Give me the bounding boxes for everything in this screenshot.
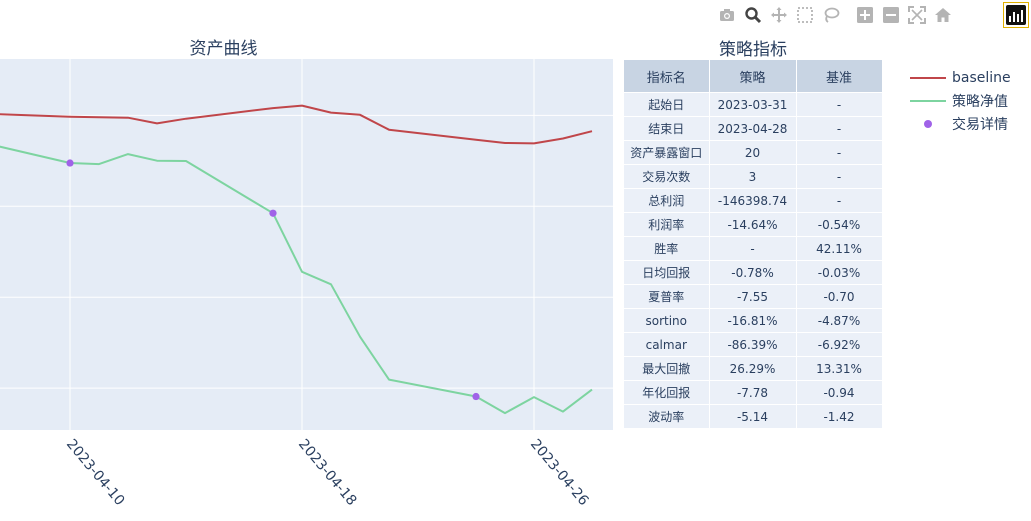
table-row: 结束日 2023-04-28- xyxy=(624,116,883,141)
reset-axes-icon[interactable] xyxy=(932,4,954,26)
metric-name-cell: 结束日 xyxy=(624,116,710,141)
benchmark-value-cell: 42.11% xyxy=(796,236,883,261)
legend-item-baseline[interactable]: baseline xyxy=(906,66,1011,89)
strategy-line xyxy=(0,145,593,415)
strategy-value-cell: 20 xyxy=(709,140,797,165)
table-row: 利润率 -14.64% -0.54% xyxy=(624,212,883,237)
benchmark-value-cell: -6.92% xyxy=(796,332,883,357)
metric-name-cell: sortino xyxy=(624,308,710,333)
metric-name-cell: 胜率 xyxy=(624,236,710,261)
benchmark-value-cell: -0.70 xyxy=(796,284,883,309)
table-row: 起始日 2023-03-31- xyxy=(624,92,883,117)
table-row: 胜率 -42.11% xyxy=(624,236,883,261)
legend-swatch-strategy xyxy=(906,94,946,108)
strategy-value-cell: 2023-03-31 xyxy=(709,92,797,117)
table-title: 策略指标 xyxy=(719,40,787,60)
metric-name-cell: 日均回报 xyxy=(624,260,710,285)
zoom-out-icon[interactable] xyxy=(880,4,902,26)
strategy-value-cell: 26.29% xyxy=(709,356,797,381)
strategy-value-cell: -146398.74 xyxy=(709,188,797,213)
table-row: 夏普率 -7.55 -0.70 xyxy=(624,284,883,309)
strategy-value-cell: -7.78 xyxy=(709,380,797,405)
strategy-value-cell: -5.14 xyxy=(709,404,797,429)
modebar xyxy=(716,4,958,26)
metric-name-cell: 资产暴露窗口 xyxy=(624,140,710,165)
strategy-value-cell: -86.39% xyxy=(709,332,797,357)
strategy-value-cell: 3 xyxy=(709,164,797,189)
benchmark-value-cell: 13.31% xyxy=(796,356,883,381)
legend-item-strategy[interactable]: 策略净值 xyxy=(906,89,1011,112)
benchmark-value-cell: -0.54% xyxy=(796,212,883,237)
baseline-line xyxy=(0,104,593,145)
pan-icon[interactable] xyxy=(768,4,790,26)
strategy-value-cell: -16.81% xyxy=(709,308,797,333)
metric-name-cell: 波动率 xyxy=(624,404,710,429)
strategy-value-cell: - xyxy=(709,236,797,261)
table-header-row: 指标名 策略 基准 xyxy=(624,60,883,93)
table-row: 日均回报 -0.78% -0.03% xyxy=(624,260,883,285)
table-row: 交易次数 3- xyxy=(624,164,883,189)
metric-name-cell: 最大回撤 xyxy=(624,356,710,381)
table-row: calmar -86.39% -6.92% xyxy=(624,332,883,357)
table-row: 最大回撤 26.29% 13.31% xyxy=(624,356,883,381)
x-tick-label: 2023-04-18 xyxy=(295,436,360,509)
autoscale-icon[interactable] xyxy=(906,4,928,26)
benchmark-value-cell: -0.03% xyxy=(796,260,883,285)
trade-marker xyxy=(472,392,480,401)
lasso-icon[interactable] xyxy=(820,4,842,26)
metric-name-cell: 起始日 xyxy=(624,92,710,117)
benchmark-value-cell: -4.87% xyxy=(796,308,883,333)
legend-label: baseline xyxy=(952,69,1011,86)
trade-marker xyxy=(269,209,277,217)
metric-name-cell: 交易次数 xyxy=(624,164,710,189)
table-row: sortino -16.81% -4.87% xyxy=(624,308,883,333)
legend-swatch-baseline xyxy=(906,71,946,85)
strategy-value-cell: -0.78% xyxy=(709,260,797,285)
table-row: 资产暴露窗口 20- xyxy=(624,140,883,165)
legend-label: 策略净值 xyxy=(952,93,1008,110)
chart-title: 资产曲线 xyxy=(189,39,258,59)
benchmark-value-cell: -0.94 xyxy=(796,380,883,405)
x-tick-label: 2023-04-26 xyxy=(527,436,592,509)
zoom-in-icon[interactable] xyxy=(854,4,876,26)
table-row: 波动率 -5.14 -1.42 xyxy=(624,404,883,429)
metrics-table: 指标名 策略 基准 起始日 2023-03-31- 结束日 2023-04-28- 资产… xyxy=(624,60,883,429)
legend-item-trades[interactable]: 交易详情 xyxy=(906,112,1011,135)
metric-name-cell: calmar xyxy=(624,332,710,357)
table-row: 年化回报 -7.78 -0.94 xyxy=(624,380,883,405)
benchmark-value-cell: - xyxy=(796,116,883,141)
trade-marker xyxy=(66,159,74,167)
benchmark-value-cell: - xyxy=(796,92,883,117)
metric-name-cell: 利润率 xyxy=(624,212,710,237)
zoom-icon[interactable] xyxy=(742,4,764,26)
header-metric-name: 指标名 xyxy=(624,60,710,93)
benchmark-value-cell: -1.42 xyxy=(796,404,883,429)
legend: baseline 策略净值 交易详情 xyxy=(906,66,1011,135)
legend-label: 交易详情 xyxy=(952,116,1008,133)
strategy-value-cell: 2023-04-28 xyxy=(709,116,797,141)
metric-name-cell: 夏普率 xyxy=(624,284,710,309)
plotly-logo-icon[interactable] xyxy=(1003,2,1029,28)
benchmark-value-cell: - xyxy=(796,140,883,165)
metric-name-cell: 总利润 xyxy=(624,188,710,213)
benchmark-value-cell: - xyxy=(796,164,883,189)
header-strategy: 策略 xyxy=(709,60,797,93)
legend-swatch-trades xyxy=(906,117,946,131)
x-tick-label: 2023-04-10 xyxy=(63,436,128,509)
benchmark-value-cell: - xyxy=(796,188,883,213)
camera-icon[interactable] xyxy=(716,4,738,26)
header-benchmark: 基准 xyxy=(796,60,883,93)
metric-name-cell: 年化回报 xyxy=(624,380,710,405)
strategy-value-cell: -14.64% xyxy=(709,212,797,237)
strategy-value-cell: -7.55 xyxy=(709,284,797,309)
plot-area xyxy=(0,59,613,430)
box-select-icon[interactable] xyxy=(794,4,816,26)
table-row: 总利润 -146398.74- xyxy=(624,188,883,213)
